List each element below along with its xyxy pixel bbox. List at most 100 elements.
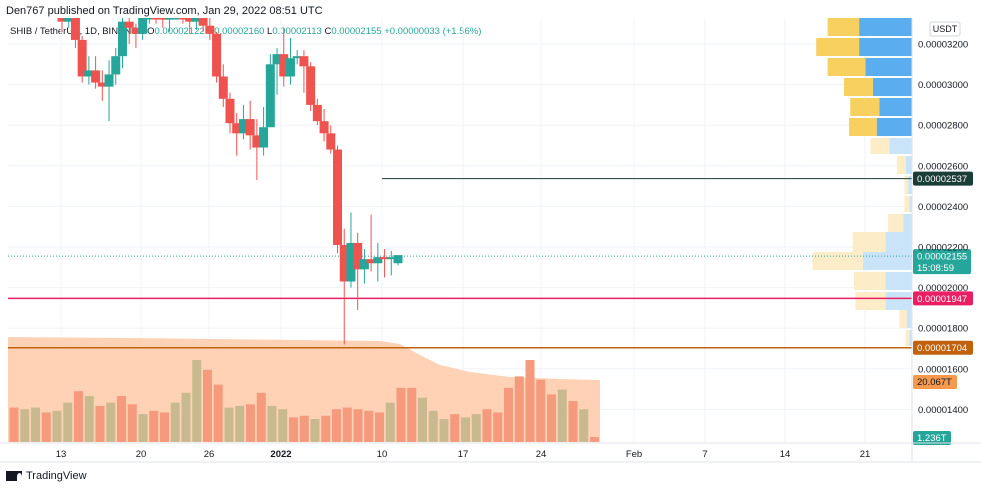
candle-body — [373, 257, 383, 264]
profile-sell-bar — [827, 18, 860, 36]
volume-bar — [127, 404, 137, 442]
profile-sell-bar — [904, 196, 910, 212]
candle-body — [225, 98, 235, 124]
volume-bar — [289, 417, 298, 442]
price-tick-label: 0.00001800 — [918, 324, 968, 335]
volume-bar — [106, 402, 116, 442]
time-axis: 13 20 26 2022 10 17 24 Feb 7 14 21 — [56, 449, 871, 460]
profile-buy-bar — [872, 78, 912, 96]
price-tick-label: 0.00001400 — [918, 405, 968, 416]
volume-bar — [149, 410, 159, 442]
last-price-label: 0.00002155 — [917, 252, 967, 263]
time-tick-label: 24 — [536, 449, 547, 460]
volume-bar — [557, 389, 567, 442]
volume-bar — [256, 392, 266, 442]
profile-buy-bar — [859, 38, 912, 56]
volume-bar — [364, 410, 374, 442]
volume-bar — [418, 397, 427, 442]
profile-sell-bar — [888, 214, 904, 232]
close-label: C — [324, 26, 332, 37]
candle-body — [77, 39, 87, 77]
candle-body — [232, 123, 242, 134]
time-tick-label: 26 — [204, 449, 215, 460]
volume-bar — [332, 409, 341, 442]
candle-body — [165, 18, 175, 20]
candlestick-chart[interactable]: 0.00002537 0.00001947 0.00001704 0.00002155… — [0, 18, 981, 470]
candle-body — [299, 56, 309, 67]
volume-bar — [385, 402, 395, 442]
candle-body — [359, 259, 369, 270]
level-price-tag — [913, 291, 973, 306]
high-value: 0.00002160 — [214, 26, 265, 37]
price-tick-label: 0.00002600 — [918, 161, 968, 172]
candles — [57, 18, 403, 345]
currency-box — [929, 21, 961, 37]
profile-buy-bar — [879, 98, 912, 116]
price-tick-label: 0.00003000 — [918, 80, 968, 91]
time-tick-label: 17 — [458, 449, 469, 460]
candle-body — [252, 135, 262, 148]
candle-body — [144, 18, 154, 20]
volume-profile — [812, 18, 912, 346]
price-tick-label: 0.00003200 — [918, 40, 968, 51]
candle-body — [64, 18, 74, 22]
time-tick-label: 20 — [136, 449, 147, 460]
candle-body — [285, 58, 295, 77]
volume-bar — [138, 414, 148, 442]
profile-sell-bar — [849, 118, 877, 136]
candle-body — [124, 21, 134, 28]
candle-body — [158, 18, 168, 20]
candle-body — [131, 27, 141, 34]
profile-buy-bar — [908, 176, 912, 194]
candle-body — [366, 259, 376, 264]
volume-bar — [439, 419, 449, 442]
volume-bar — [181, 392, 191, 442]
volume-bar — [31, 407, 40, 442]
time-tick-label: 10 — [377, 449, 388, 460]
time-tick-label: 13 — [56, 449, 67, 460]
candle-body — [312, 104, 322, 122]
volume-bar — [41, 412, 51, 442]
volume-bar — [52, 410, 62, 442]
volume-bar — [342, 407, 352, 442]
volume-ma-label: 20.067T — [917, 377, 952, 388]
candle-body — [84, 70, 94, 77]
profile-buy-bar — [865, 58, 912, 76]
tradingview-logo[interactable]: TradingView — [6, 470, 87, 482]
candle-body — [339, 244, 349, 282]
volume-bar — [450, 414, 460, 442]
volume-bar — [267, 405, 277, 442]
volume-last-tag — [913, 431, 951, 445]
profile-buy-bar — [905, 156, 912, 174]
volume-bar — [482, 409, 492, 442]
volume-bar — [20, 409, 30, 442]
volume-bar — [579, 409, 589, 442]
profile-sell-bar — [850, 98, 880, 116]
candle-body — [185, 18, 195, 22]
candle-body — [138, 18, 148, 34]
volume-bar — [547, 394, 556, 442]
candle-body — [57, 18, 67, 22]
volume-bar — [536, 379, 546, 442]
level-price-label: 0.00001704 — [917, 343, 967, 354]
profile-sell-bar — [855, 292, 886, 310]
volume-bar — [95, 405, 105, 442]
candle-body — [272, 54, 282, 65]
profile-buy-bar — [909, 196, 912, 212]
profile-buy-bar — [903, 214, 912, 232]
level-price-tag — [913, 171, 973, 186]
currency-label: USDT — [933, 24, 958, 34]
candle-body — [319, 121, 329, 134]
candle-body — [292, 56, 302, 59]
time-tick-label: 14 — [780, 449, 791, 460]
volume-bar — [471, 414, 481, 442]
volume-ma-tag — [913, 375, 957, 389]
profile-sell-bar — [896, 156, 906, 174]
volume-bar — [74, 391, 83, 442]
open-label: O — [147, 26, 155, 37]
volume-bar — [63, 402, 73, 442]
time-tick-label: Feb — [626, 449, 642, 460]
level-price-tag — [913, 340, 973, 355]
volume-bar — [170, 402, 180, 442]
volume-last-label: 1.236T — [917, 433, 947, 444]
